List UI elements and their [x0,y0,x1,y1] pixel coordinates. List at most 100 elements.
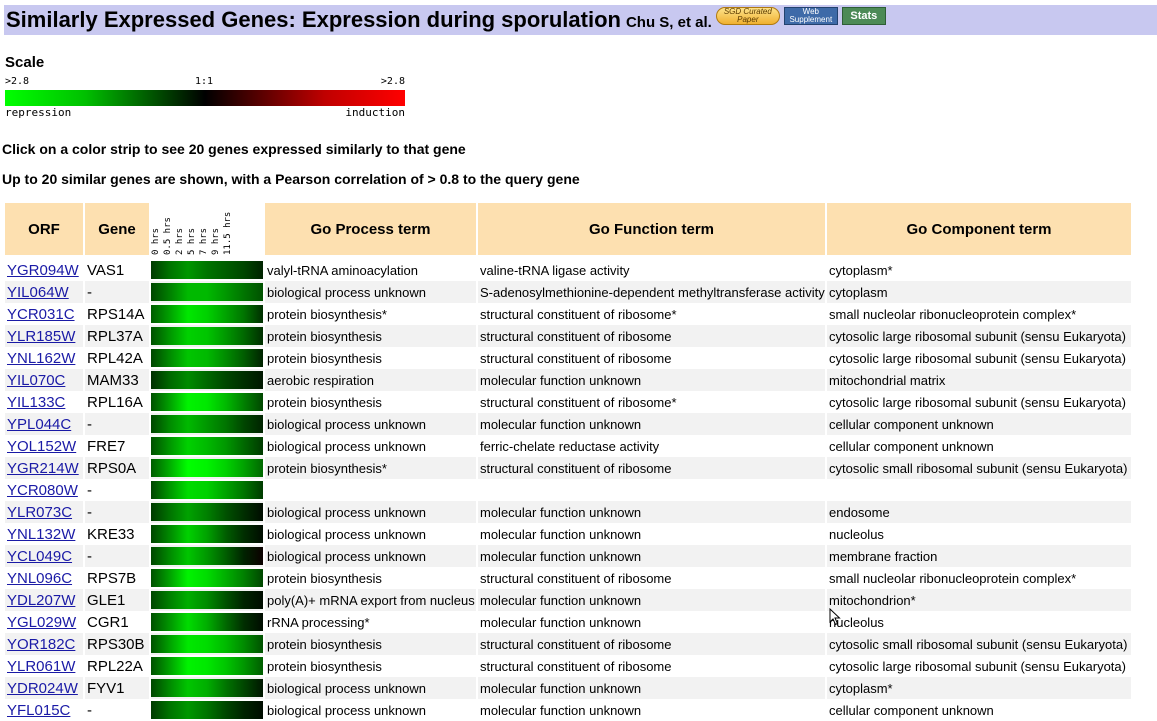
orf-link[interactable]: YGR094W [7,261,79,279]
expression-color-strip[interactable] [151,415,263,433]
orf-cell: YGR214W [5,457,83,479]
timepoint-header: 0 hrs 0.5 hrs 2 hrs 5 hrs 7 hrs 9 hrs 11.5 hrs [151,203,263,259]
orf-link[interactable]: YIL070C [7,371,66,389]
go-function-cell: structural constituent of ribosome [478,325,825,347]
go-function-cell: molecular function unknown [480,614,642,630]
gene-cell: GLE1 [85,589,149,611]
expression-color-strip[interactable] [151,481,263,499]
go-process-cell: protein biosynthesis [265,325,476,347]
go-component-cell [827,479,1131,501]
stats-button[interactable]: Stats [841,7,886,25]
expression-color-strip[interactable] [151,613,263,631]
go-process-cell: biological process unknown [265,677,476,699]
web-supplement-button[interactable]: Web Supplement [783,7,838,25]
orf-link[interactable]: YDR024W [7,679,78,697]
orf-cell: YDR024W [5,677,83,699]
go-function-cell: structural constituent of ribosome [480,570,672,586]
expression-color-strip[interactable] [151,657,263,675]
orf-link[interactable]: YLR185W [7,327,76,345]
orf-link[interactable]: YGL029W [7,613,77,631]
orf-link[interactable]: YDL207W [7,591,76,609]
go-component-cell: cytoplasm* [829,262,893,278]
go-component-cell: cytoplasm [827,281,1131,303]
orf-link[interactable]: YCL049C [7,547,73,565]
orf-cell: YLR185W [5,325,83,347]
table-row: YNL096C RPS7B protein biosynthesis structur… [5,567,1131,589]
expression-strip-cell [151,545,263,567]
expression-color-strip[interactable] [151,283,263,301]
go-function-cell: molecular function unknown [480,526,642,542]
expression-color-strip[interactable] [151,503,263,521]
expression-strip-cell [151,303,263,325]
go-process-cell: valyl-tRNA aminoacylation [267,262,419,278]
orf-link[interactable]: YGR214W [7,459,79,477]
expression-color-strip[interactable] [151,261,263,279]
expression-color-strip[interactable] [151,459,263,477]
gene-cell: - [85,413,149,435]
orf-cell: YOL152W [5,435,83,457]
go-process-cell: biological process unknown [265,281,476,303]
orf-link[interactable]: YIL064W [7,283,69,301]
expression-color-strip[interactable] [151,591,263,609]
expression-color-strip[interactable] [151,349,263,367]
go-process-cell: biological process unknown [265,545,476,567]
orf-link[interactable]: YCR031C [7,305,75,323]
expression-strip-cell [151,259,263,281]
expression-color-strip[interactable] [151,437,263,455]
go-function-cell: structural constituent of ribosome* [480,394,677,410]
orf-link[interactable]: YIL133C [7,393,66,411]
go-process-cell: protein biosynthesis* [267,306,387,322]
author-citation: Chu S, et al. [625,13,712,31]
scale-right-tick: >2.8 [380,76,405,87]
gene-cell: RPL37A [85,325,149,347]
go-component-cell: cellular component unknown [829,438,994,454]
orf-link[interactable]: YNL162W [7,349,76,367]
orf-link[interactable]: YNL132W [7,525,76,543]
go-function-cell: S-adenosylmethionine-dependent methyltra… [478,281,825,303]
go-component-cell: cytosolic large ribosomal subunit (sensu… [827,325,1131,347]
similar-genes-table: ORF Gene 0 hrs 0.5 hrs 2 hrs 5 hrs 7 hrs 9 hr… [3,203,1133,721]
expression-color-strip[interactable] [151,547,263,565]
orf-cell: YCR031C [5,303,83,325]
expression-color-strip[interactable] [151,327,263,345]
expression-color-strip[interactable] [151,635,263,653]
expression-color-strip[interactable] [151,305,263,323]
go-component-cell: nucleolus [829,526,884,542]
table-row: YLR073C - biological process unknown molecu… [5,501,1131,523]
expression-color-strip[interactable] [151,393,263,411]
go-component-cell: cytosolic small ribosomal subunit (sensu… [827,633,1131,655]
gene-cell: RPS0A [85,457,149,479]
expression-strip-cell [151,633,263,655]
expression-strip-cell [151,655,263,677]
orf-link[interactable]: YOL152W [7,437,77,455]
expression-color-strip[interactable] [151,371,263,389]
go-process-cell: biological process unknown [265,501,476,523]
orf-cell: YLR061W [5,655,83,677]
expression-color-strip[interactable] [151,569,263,587]
scale-left-tick: >2.8 [5,76,30,87]
orf-link[interactable]: YNL096C [7,569,73,587]
expression-color-strip[interactable] [151,679,263,697]
go-process-cell: protein biosynthesis* [265,457,476,479]
orf-link[interactable]: YOR182C [7,635,76,653]
expression-color-strip[interactable] [151,525,263,543]
expression-strip-cell [151,501,263,523]
go-component-cell: mitochondrial matrix [827,369,1131,391]
orf-link[interactable]: YLR061W [7,657,76,675]
gene-cell: CGR1 [87,613,129,631]
expression-color-strip[interactable] [151,701,263,719]
orf-link[interactable]: YFL015C [7,701,71,719]
go-component-cell: cellular component unknown [827,413,1131,435]
orf-link[interactable]: YPL044C [7,415,72,433]
orf-cell: YCL049C [5,545,83,567]
gene-cell: KRE33 [87,525,135,543]
go-process-cell: protein biosynthesis [267,394,382,410]
orf-cell: YGR094W [5,259,83,281]
table-row: YFL015C - biological process unknown molecu… [5,699,1131,721]
go-component-cell: small nucleolar ribonucleoprotein comple… [829,306,1077,322]
orf-link[interactable]: YCR080W [7,481,78,499]
orf-cell: YNL096C [5,567,83,589]
sgd-curated-paper-button[interactable]: SGD Curated Paper [715,7,780,25]
table-row: YLR061W RPL22A protein biosynthesis structu… [5,655,1131,677]
orf-link[interactable]: YLR073C [7,503,73,521]
